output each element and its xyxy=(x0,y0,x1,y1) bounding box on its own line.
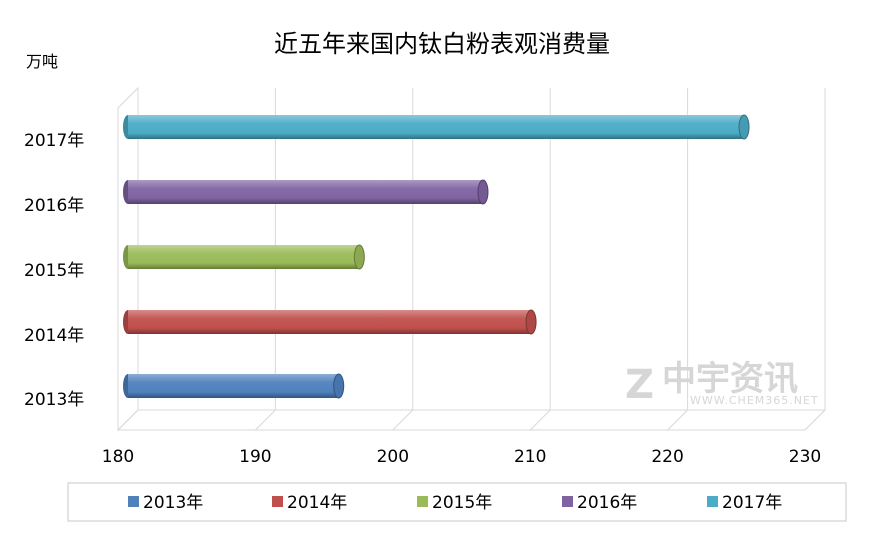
gridline-floor xyxy=(255,409,276,431)
legend-item: 2014年 xyxy=(272,493,347,513)
x-tick-label: 210 xyxy=(514,447,546,467)
x-axis-labels: 180 190 200 210 220 230 xyxy=(102,447,821,467)
x-tick-label: 200 xyxy=(377,447,409,467)
x-tick-label: 220 xyxy=(651,447,683,467)
chart-title: 近五年来国内钛白粉表观消费量 xyxy=(274,30,610,58)
legend-item: 2017年 xyxy=(707,493,782,513)
legend-label: 2017年 xyxy=(722,493,782,513)
bar-body xyxy=(128,180,483,204)
gridline-floor xyxy=(667,409,688,431)
bar-body xyxy=(128,115,745,139)
legend-swatch xyxy=(417,496,428,507)
legend-swatch xyxy=(562,496,573,507)
y-axis-labels: 2013年 2014年 2015年 2016年 2017年 xyxy=(24,131,84,410)
x-tick-label: 190 xyxy=(239,447,271,467)
gridline-floor xyxy=(392,409,414,431)
gridline-floor xyxy=(529,409,551,431)
bar-2016年 xyxy=(123,179,489,205)
bar-body xyxy=(128,245,360,269)
legend-label: 2016年 xyxy=(577,493,637,513)
gridline-floor xyxy=(117,409,139,431)
y-tick-label: 2016年 xyxy=(24,196,84,216)
legend-swatch xyxy=(128,496,139,507)
legend: 2013年 2014年 2015年 2016年 2017年 xyxy=(128,493,782,513)
watermark-url: WWW.CHEM365.NET xyxy=(690,394,819,407)
bars xyxy=(123,114,750,399)
bar-body xyxy=(128,310,532,334)
legend-swatch xyxy=(707,496,718,507)
floor xyxy=(116,409,827,431)
bar-2014年 xyxy=(123,309,537,335)
bar-2017年 xyxy=(123,114,750,140)
legend-item: 2013年 xyxy=(128,493,203,513)
y-tick-label: 2013年 xyxy=(24,390,84,410)
bar-end-cap xyxy=(353,244,365,270)
gridlines xyxy=(117,88,826,431)
bar-end-cap xyxy=(525,309,537,335)
legend-label: 2014年 xyxy=(287,493,347,513)
y-tick-label: 2014年 xyxy=(24,326,84,346)
bar-2013年 xyxy=(123,373,345,399)
watermark-z-logo: Z xyxy=(625,362,654,408)
bar-end-cap xyxy=(333,373,345,399)
x-tick-label: 180 xyxy=(102,447,134,467)
legend-label: 2013年 xyxy=(143,493,203,513)
x-tick-label: 230 xyxy=(789,447,821,467)
legend-item: 2015年 xyxy=(417,493,492,513)
y-tick-label: 2017年 xyxy=(24,131,84,151)
bar-2015年 xyxy=(123,244,365,270)
gridline-floor xyxy=(804,409,826,431)
bar-end-cap xyxy=(738,114,750,140)
watermark-logo-text: 中宇资讯 xyxy=(662,359,798,399)
y-tick-label: 2015年 xyxy=(24,261,84,281)
legend-label: 2015年 xyxy=(432,493,492,513)
bar-end-cap xyxy=(477,179,489,205)
legend-swatch xyxy=(272,496,283,507)
legend-item: 2016年 xyxy=(562,493,637,513)
bar-body xyxy=(128,374,339,398)
watermark: Z 中宇资讯 WWW.CHEM365.NET xyxy=(625,359,819,408)
unit-label: 万吨 xyxy=(26,52,58,71)
